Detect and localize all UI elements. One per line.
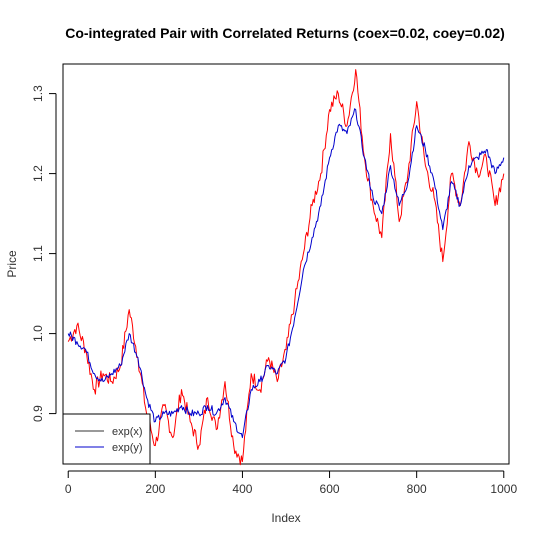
x-tick-label: 1000 <box>490 482 517 496</box>
x-tick-label: 400 <box>232 482 252 496</box>
x-tick-label: 200 <box>145 482 165 496</box>
y-axis: 0.9 1.0 1.1 1.2 1.3 <box>31 85 57 422</box>
y-axis-label: Price <box>5 250 19 278</box>
x-tick-label: 600 <box>320 482 340 496</box>
series-line-expy <box>67 108 505 439</box>
y-tick-label: 1.2 <box>31 165 45 182</box>
series-layer <box>67 69 505 466</box>
x-axis: 0 200 400 600 800 1000 <box>65 470 517 496</box>
y-tick-label: 0.9 <box>31 405 45 422</box>
legend-label: exp(y) <box>112 442 143 454</box>
legend: exp(x) exp(y) <box>62 413 151 465</box>
y-tick-label: 1.3 <box>31 85 45 102</box>
x-axis-label: Index <box>271 511 300 525</box>
plot-frame <box>62 63 510 465</box>
legend-label: exp(x) <box>112 426 143 438</box>
y-tick-label: 1.1 <box>31 245 45 262</box>
x-tick-label: 800 <box>407 482 427 496</box>
series-line-expx <box>67 69 505 466</box>
chart-title: Co-integrated Pair with Correlated Retur… <box>65 25 505 41</box>
x-tick-label: 0 <box>65 482 72 496</box>
y-tick-label: 1.0 <box>31 325 45 342</box>
legend-box <box>62 413 151 465</box>
